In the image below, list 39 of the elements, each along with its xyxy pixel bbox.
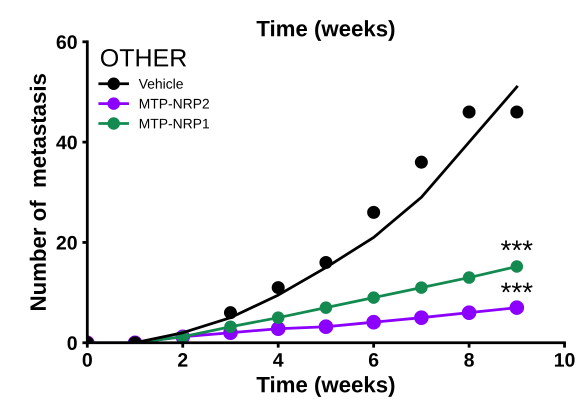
point [414,310,429,325]
point [272,311,284,324]
point [510,106,524,119]
point [462,305,476,320]
legend-label: MTP-NRP2 [140,98,209,108]
point [224,320,237,333]
point [270,321,286,336]
point [318,319,334,334]
point [462,271,476,284]
x-axis-title: Time (weeks) [256,376,394,397]
chart-title: Time (weeks) [256,20,394,41]
y-tick-label: 40 [56,136,77,150]
point [510,260,524,273]
annotation: *** [501,240,533,250]
point [366,314,381,330]
y-tick-label: 20 [56,236,77,250]
y-tick-label: 60 [56,35,77,50]
x-tick-label: 10 [554,352,575,367]
point [415,281,428,294]
x-tick-label: 4 [273,353,284,367]
point [462,106,476,119]
point [272,281,285,294]
y-tick-label: 0 [68,336,77,350]
x-tick-label: 8 [464,352,474,367]
point [414,156,428,169]
x-tick-label: 0 [82,352,92,367]
point [510,300,524,315]
point [319,256,332,270]
legend-title: OTHER [100,48,186,67]
x-tick-label: 6 [368,352,378,367]
point [224,306,237,320]
point [367,291,380,304]
point [320,301,332,314]
x-tick-label: 2 [178,352,188,367]
legend-label: MTP-NRP1 [140,118,209,128]
y-axis-title: Number of metastasis [30,74,46,310]
legend-label: Vehicle [138,78,183,89]
point [367,206,380,219]
annotation: *** [501,282,533,292]
